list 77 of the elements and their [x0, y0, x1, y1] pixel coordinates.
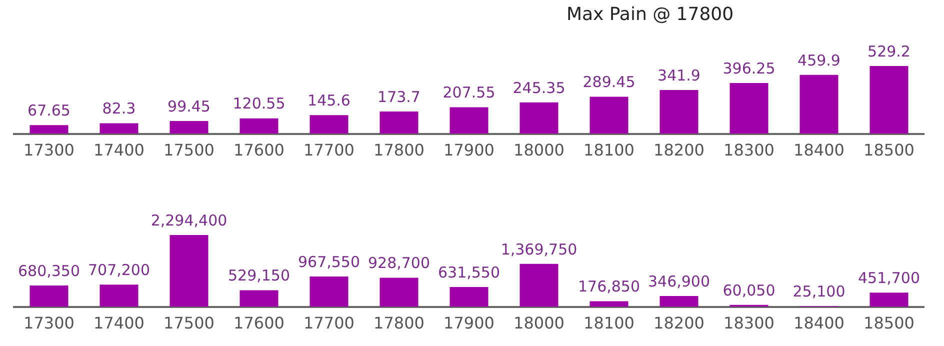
x-tick-label: 18500 [864, 140, 914, 160]
data-label: 207.55 [442, 84, 496, 102]
bar [520, 102, 558, 134]
data-label: 341.9 [658, 66, 700, 84]
bar [100, 123, 138, 134]
x-tick-label: 17600 [234, 140, 284, 160]
data-label: 967,550 [298, 252, 360, 271]
bar [660, 296, 698, 307]
x-tick-label: 18200 [654, 314, 704, 333]
bar [590, 96, 628, 134]
x-tick-label: 18300 [724, 314, 774, 333]
x-tick-label: 17300 [24, 140, 74, 160]
data-label: 245.35 [512, 78, 566, 97]
x-tick-label: 17400 [94, 314, 144, 333]
x-tick-label: 18300 [724, 140, 774, 160]
data-label: 289.45 [582, 73, 636, 92]
data-label: 120.55 [232, 94, 286, 113]
chart-title: Max Pain @ 17800 [565, 4, 735, 25]
data-label: 396.25 [722, 59, 776, 78]
x-tick-label: 18400 [794, 140, 844, 160]
bar [520, 264, 558, 307]
x-tick-label: 17700 [304, 314, 354, 333]
x-tick-label: 17900 [444, 140, 494, 160]
bar [870, 292, 908, 307]
x-tick-label: 18100 [584, 140, 634, 160]
bar [240, 118, 278, 134]
data-label: 1,369,750 [500, 240, 578, 258]
x-tick-label: 18500 [864, 314, 914, 333]
data-label: 707,200 [88, 261, 150, 280]
data-label: 99.45 [168, 97, 210, 116]
data-label: 173.7 [378, 88, 420, 106]
data-label: 529.2 [868, 42, 910, 60]
data-label: 67.65 [28, 102, 70, 120]
bar [170, 121, 208, 134]
bar [30, 286, 68, 307]
x-tick-label: 18000 [514, 314, 564, 333]
x-tick-label: 18400 [794, 314, 844, 333]
data-label: 928,700 [368, 254, 430, 272]
data-label: 82.3 [102, 100, 136, 118]
bar [310, 115, 348, 134]
bar [590, 301, 628, 307]
data-label: 529,150 [228, 266, 290, 285]
bar [310, 276, 348, 307]
x-tick-label: 17300 [24, 314, 74, 333]
bar [100, 284, 138, 307]
x-tick-label: 17700 [304, 140, 354, 160]
x-tick-label: 18200 [654, 140, 704, 160]
bar [380, 112, 418, 134]
x-tick-label: 17800 [374, 140, 424, 160]
x-tick-label: 17800 [374, 314, 424, 333]
bar [450, 107, 488, 134]
data-label: 2,294,400 [150, 211, 228, 230]
data-label: 346,900 [648, 272, 710, 290]
bar [660, 90, 698, 134]
x-tick-label: 17600 [234, 314, 284, 333]
x-tick-label: 17900 [444, 314, 494, 333]
data-label: 145.6 [308, 92, 350, 110]
data-label: 631,550 [438, 263, 500, 282]
data-label: 680,350 [18, 262, 80, 280]
bar [30, 125, 68, 134]
data-label: 451,700 [858, 269, 920, 288]
x-tick-label: 18000 [514, 140, 564, 160]
bar [800, 74, 838, 134]
data-label: 60,050 [722, 281, 776, 300]
x-tick-label: 17500 [164, 140, 214, 160]
x-tick-label: 17400 [94, 140, 144, 160]
bar [380, 278, 418, 307]
x-tick-label: 18100 [584, 314, 634, 333]
bar [240, 290, 278, 307]
x-tick-label: 17500 [164, 314, 214, 333]
bar [450, 287, 488, 307]
bar [170, 235, 208, 307]
data-label: 176,850 [578, 278, 640, 296]
bar [870, 66, 908, 134]
bar [730, 83, 768, 134]
data-label: 25,100 [792, 282, 846, 300]
data-label: 459.9 [798, 51, 840, 70]
